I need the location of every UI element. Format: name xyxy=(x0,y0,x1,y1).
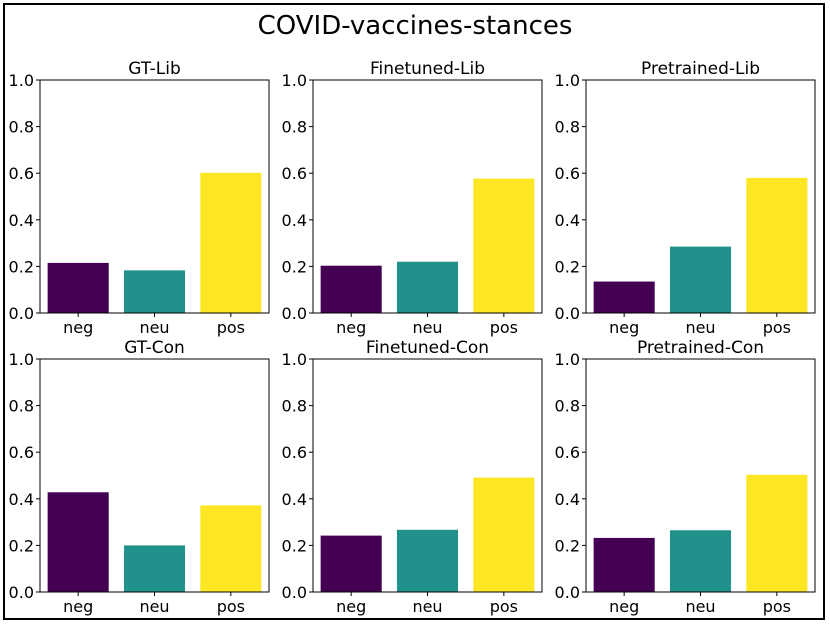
panel-title: Pretrained-Lib xyxy=(641,59,760,79)
y-tick-label: 1.0 xyxy=(9,350,34,369)
bar-neu xyxy=(669,530,732,592)
axes-frame xyxy=(312,358,543,593)
y-tick-label: 1.0 xyxy=(555,71,580,90)
figure-title: COVID-vaccines-stances xyxy=(258,11,573,41)
y-tick-label: 0.8 xyxy=(555,118,580,137)
y-tick-label: 0.2 xyxy=(9,257,34,276)
y-tick-label: 1.0 xyxy=(282,350,307,369)
axes-frame xyxy=(585,79,816,314)
x-tick-label: neu xyxy=(412,318,442,337)
y-tick-label: 0.2 xyxy=(555,536,580,555)
bar-neg xyxy=(47,262,109,313)
x-tick-label: pos xyxy=(490,318,518,337)
x-tick-label: neu xyxy=(685,597,715,616)
axes-frame xyxy=(39,79,270,314)
panel-title: Pretrained-Con xyxy=(637,338,764,358)
y-tick-label: 0.4 xyxy=(9,490,34,509)
y-tick-label: 0.4 xyxy=(9,211,34,230)
y-tick-label: 0.0 xyxy=(555,304,580,323)
y-tick-label: 0.8 xyxy=(9,397,34,416)
bar-pos xyxy=(200,505,262,592)
panel-pretrained-lib: Pretrained-Lib 0.0 0.2 0.4 0.6 0.8 1.0 neg neu po… xyxy=(555,59,816,337)
panel-finetuned-lib: Finetuned-Lib 0.0 0.2 0.4 0.6 0.8 1.0 neg neu pos xyxy=(282,59,543,337)
axes-frame xyxy=(312,79,543,314)
bar-neu xyxy=(396,529,459,592)
x-tick-label: neg xyxy=(63,318,93,337)
x-tick-label: neg xyxy=(63,597,93,616)
panel-title: Finetuned-Con xyxy=(366,338,489,358)
y-tick-label: 0.6 xyxy=(555,164,580,183)
y-tick-label: 1.0 xyxy=(555,350,580,369)
x-tick-label: neg xyxy=(336,318,366,337)
y-tick-label: 0.4 xyxy=(282,211,307,230)
x-tick-label: neu xyxy=(139,597,169,616)
bar-neu xyxy=(396,261,459,313)
bar-neu xyxy=(669,246,732,313)
y-tick-label: 0.4 xyxy=(555,211,580,230)
y-tick-label: 1.0 xyxy=(9,71,34,90)
y-tick-label: 0.6 xyxy=(9,443,34,462)
y-tick-label: 0.8 xyxy=(555,397,580,416)
y-tick-label: 0.2 xyxy=(282,257,307,276)
y-tick-label: 0.6 xyxy=(282,164,307,183)
y-tick-label: 0.2 xyxy=(282,536,307,555)
y-tick-label: 0.8 xyxy=(9,118,34,137)
y-tick-label: 0.0 xyxy=(282,583,307,602)
axes-frame xyxy=(39,358,270,593)
bar-neg xyxy=(593,537,655,592)
bar-pos xyxy=(746,474,808,592)
panel-pretrained-con: Pretrained-Con 0.0 0.2 0.4 0.6 0.8 1.0 neg neu po… xyxy=(555,338,816,616)
y-tick-label: 0.8 xyxy=(282,397,307,416)
y-tick-label: 0.2 xyxy=(9,536,34,555)
x-tick-label: neu xyxy=(139,318,169,337)
panel-finetuned-con: Finetuned-Con 0.0 0.2 0.4 0.6 0.8 1.0 neg neu pos xyxy=(282,338,543,616)
bar-neu xyxy=(123,270,186,313)
x-tick-label: neg xyxy=(336,597,366,616)
bar-neu xyxy=(123,545,186,592)
x-tick-label: neg xyxy=(609,318,639,337)
y-tick-label: 0.2 xyxy=(555,257,580,276)
axes-frame xyxy=(585,358,816,593)
y-tick-label: 0.0 xyxy=(282,304,307,323)
panel-gt-con: GT-Con 0.0 0.2 0.4 0.6 0.8 1.0 neg neu pos xyxy=(9,338,270,616)
y-tick-label: 0.8 xyxy=(282,118,307,137)
x-tick-label: pos xyxy=(217,318,245,337)
x-tick-label: neu xyxy=(685,318,715,337)
bar-neg xyxy=(320,535,382,592)
bar-pos xyxy=(746,177,808,313)
bar-pos xyxy=(473,477,535,592)
y-tick-label: 0.0 xyxy=(9,583,34,602)
bar-neg xyxy=(593,281,655,313)
x-tick-label: neu xyxy=(412,597,442,616)
panel-gt-lib: GT-Lib 0.0 0.2 0.4 0.6 0.8 1.0 neg neu pos xyxy=(9,59,270,337)
y-tick-label: 0.0 xyxy=(9,304,34,323)
x-tick-label: pos xyxy=(763,597,791,616)
bar-neg xyxy=(47,492,109,592)
x-tick-label: pos xyxy=(217,597,245,616)
bar-pos xyxy=(473,178,535,313)
bar-pos xyxy=(200,172,262,313)
bar-neg xyxy=(320,265,382,313)
y-tick-label: 0.6 xyxy=(9,164,34,183)
panel-title: Finetuned-Lib xyxy=(370,59,485,79)
panel-title: GT-Con xyxy=(124,338,185,358)
panel-title: GT-Lib xyxy=(128,59,181,79)
y-tick-label: 1.0 xyxy=(282,71,307,90)
y-tick-label: 0.0 xyxy=(555,583,580,602)
y-tick-label: 0.6 xyxy=(555,443,580,462)
x-tick-label: pos xyxy=(490,597,518,616)
y-tick-label: 0.4 xyxy=(282,490,307,509)
y-tick-label: 0.6 xyxy=(282,443,307,462)
y-tick-label: 0.4 xyxy=(555,490,580,509)
x-tick-label: pos xyxy=(763,318,791,337)
x-tick-label: neg xyxy=(609,597,639,616)
